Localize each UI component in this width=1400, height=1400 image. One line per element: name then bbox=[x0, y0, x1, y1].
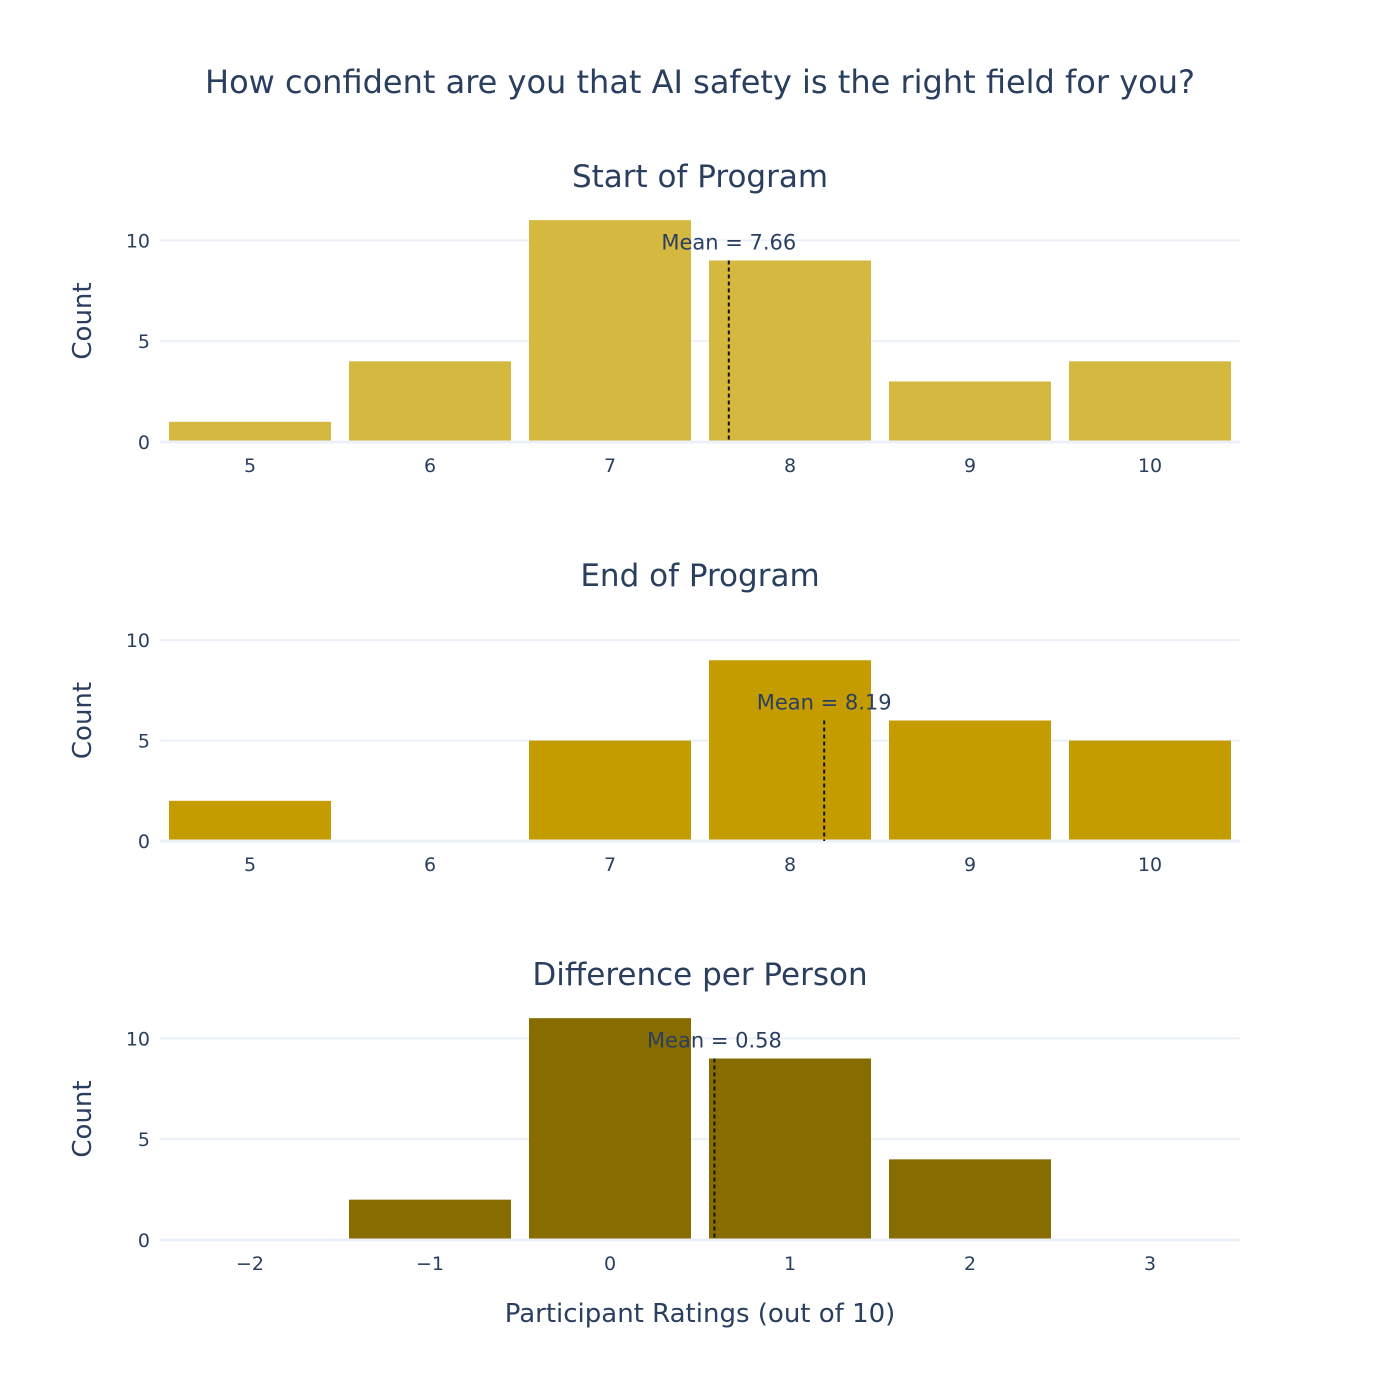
bar-8 bbox=[709, 260, 871, 442]
x-tick-label: 2 bbox=[964, 1253, 976, 1275]
figure-title: How confident are you that AI safety is … bbox=[205, 63, 1195, 101]
bar-8 bbox=[709, 660, 871, 841]
mean-label: Mean = 7.66 bbox=[661, 231, 796, 255]
y-tick-label: 0 bbox=[138, 1230, 150, 1252]
subplot-start-of-program: Start of Program 0 5 10 5 6 7 8 9 10 Mean = 7.66 Co… bbox=[68, 159, 1240, 477]
x-tick-label: 9 bbox=[964, 854, 976, 876]
x-tick-label: −2 bbox=[236, 1253, 264, 1275]
x-tick-label: 5 bbox=[244, 455, 256, 477]
bar-6 bbox=[349, 361, 511, 442]
x-tick-label: −1 bbox=[416, 1253, 444, 1275]
bar-5 bbox=[169, 421, 331, 442]
mean-label: Mean = 0.58 bbox=[647, 1029, 782, 1053]
x-tick-label: 10 bbox=[1138, 854, 1162, 876]
x-tick-label: 9 bbox=[964, 455, 976, 477]
x-tick-label: 7 bbox=[604, 455, 616, 477]
x-tick-label: 0 bbox=[604, 1253, 616, 1275]
x-tick-label: 7 bbox=[604, 854, 616, 876]
y-tick-label: 10 bbox=[126, 230, 150, 252]
x-tick-label: 3 bbox=[1144, 1253, 1156, 1275]
subplot-title: Difference per Person bbox=[532, 957, 867, 993]
y-tick-label: 0 bbox=[138, 831, 150, 853]
y-tick-label: 5 bbox=[138, 1129, 150, 1151]
bar-9 bbox=[889, 720, 1051, 841]
bar-1 bbox=[709, 1058, 871, 1240]
y-tick-label: 5 bbox=[138, 331, 150, 353]
y-tick-label: 5 bbox=[138, 731, 150, 753]
subplot-end-of-program: End of Program 0 5 10 5 6 7 8 9 10 Mean = 8.19 Coun… bbox=[68, 558, 1240, 876]
y-axis-label: Count bbox=[68, 282, 98, 359]
y-axis-label: Count bbox=[68, 1080, 98, 1157]
x-tick-label: 6 bbox=[424, 455, 436, 477]
bar-2 bbox=[889, 1159, 1051, 1240]
bar-7 bbox=[529, 220, 691, 442]
bar-0 bbox=[529, 1018, 691, 1240]
x-tick-label: 1 bbox=[784, 1253, 796, 1275]
x-tick-label: 8 bbox=[784, 854, 796, 876]
bar-10 bbox=[1069, 740, 1231, 841]
y-tick-label: 10 bbox=[126, 630, 150, 652]
y-axis-label: Count bbox=[68, 682, 98, 759]
y-tick-label: 10 bbox=[126, 1028, 150, 1050]
bar-10 bbox=[1069, 361, 1231, 442]
x-tick-label: 10 bbox=[1138, 455, 1162, 477]
mean-label: Mean = 8.19 bbox=[757, 691, 892, 715]
bar-5 bbox=[169, 800, 331, 841]
x-axis-label: Participant Ratings (out of 10) bbox=[505, 1299, 896, 1329]
subplot-title: End of Program bbox=[580, 558, 819, 594]
x-tick-label: 8 bbox=[784, 455, 796, 477]
bar-−1 bbox=[349, 1199, 511, 1240]
subplot-difference-per-person: Difference per Person 0 5 10 −2 −1 0 1 2 3 Mean = … bbox=[68, 957, 1240, 1275]
y-tick-label: 0 bbox=[138, 432, 150, 454]
bar-9 bbox=[889, 381, 1051, 442]
x-tick-label: 5 bbox=[244, 854, 256, 876]
x-tick-label: 6 bbox=[424, 854, 436, 876]
bar-7 bbox=[529, 740, 691, 841]
subplot-title: Start of Program bbox=[572, 159, 828, 195]
